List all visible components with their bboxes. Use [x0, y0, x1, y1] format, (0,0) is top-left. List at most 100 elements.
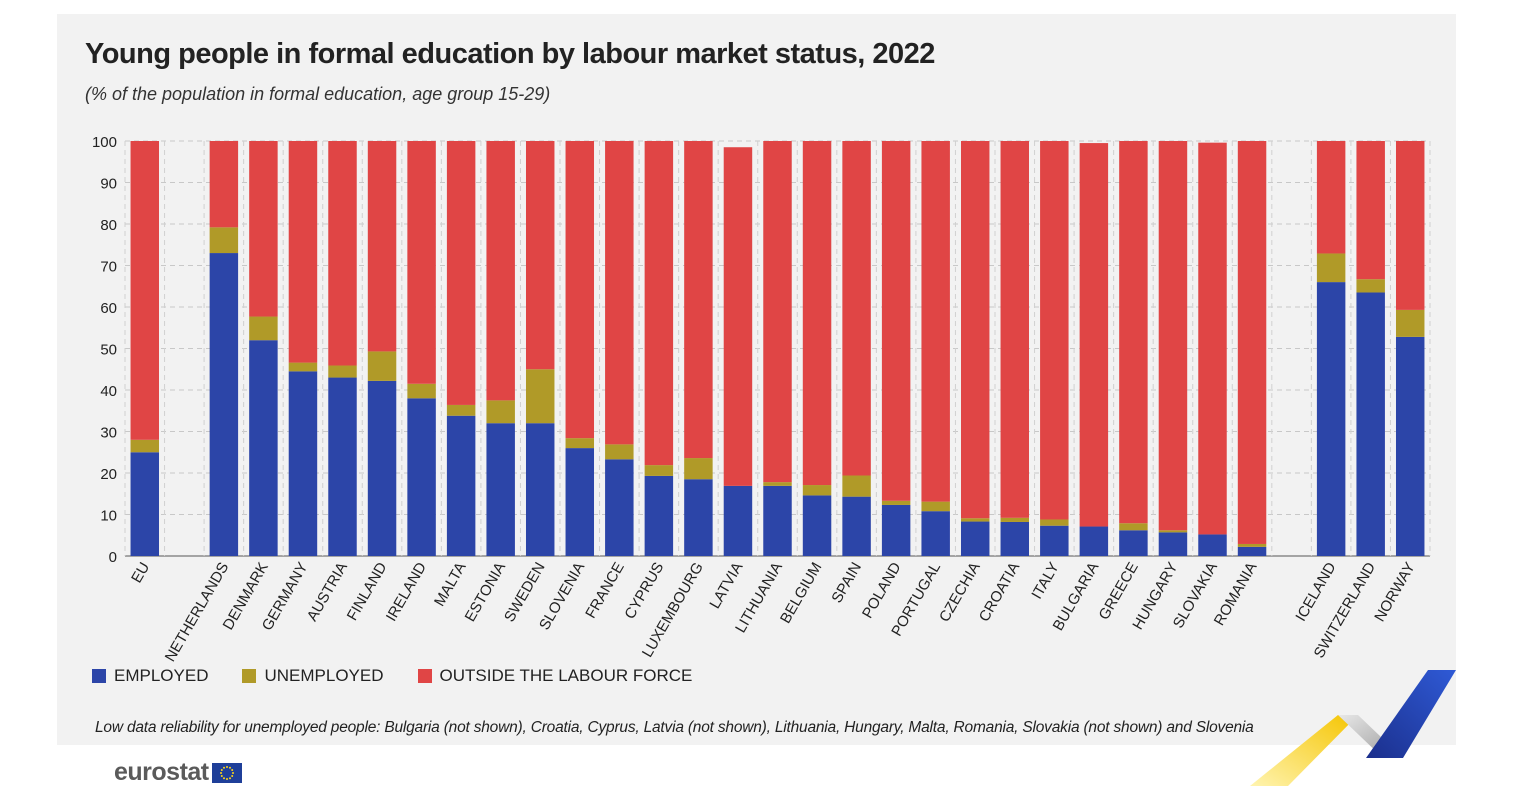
bar-portugal-unemployed	[921, 501, 950, 512]
eu-flag-icon	[211, 762, 242, 783]
bar-estonia-outside-the-labour-force	[486, 141, 515, 401]
bar-lithuania-employed	[763, 485, 792, 556]
chart-title: Young people in formal education by labo…	[85, 38, 935, 70]
legend-swatch-outside	[417, 669, 432, 683]
bar-iceland-employed	[1316, 282, 1346, 556]
bar-slovakia-employed	[1198, 534, 1227, 556]
bar-ireland-unemployed	[407, 383, 436, 399]
bar-sweden-unemployed	[525, 369, 555, 424]
bar-slovenia-employed	[565, 448, 595, 556]
bar-iceland-outside-the-labour-force	[1316, 141, 1346, 254]
bar-cyprus-outside-the-labour-force	[644, 141, 674, 466]
x-tick-label-malta: MALTA	[431, 560, 470, 610]
bar-sweden-outside-the-labour-force	[525, 141, 555, 370]
bar-cyprus-unemployed	[644, 465, 674, 476]
bar-romania-employed	[1237, 546, 1267, 556]
bar-latvia-employed	[723, 485, 753, 556]
legend-label-employed: EMPLOYED	[114, 666, 209, 685]
bar-lithuania-outside-the-labour-force	[763, 141, 792, 483]
bar-norway-employed	[1395, 336, 1425, 556]
y-tick-label-60: 60	[100, 300, 117, 317]
bar-finland-outside-the-labour-force	[367, 141, 397, 352]
y-tick-label-40: 40	[100, 383, 117, 400]
bar-luxembourg-unemployed	[684, 458, 713, 480]
legend-item-outside: OUTSIDE THE LABOUR FORCE	[417, 666, 693, 686]
bar-belgium-outside-the-labour-force	[802, 141, 832, 486]
bar-estonia-unemployed	[486, 400, 515, 424]
bar-malta-employed	[446, 415, 476, 556]
bar-romania-unemployed	[1237, 543, 1267, 547]
bar-poland-unemployed	[881, 500, 911, 505]
bar-greece-employed	[1119, 530, 1148, 556]
bar-germany-outside-the-labour-force	[288, 141, 318, 363]
bar-luxembourg-outside-the-labour-force	[684, 141, 713, 459]
bar-czechia-unemployed	[960, 518, 990, 522]
chart-subtitle: (% of the population in formal education…	[85, 84, 551, 104]
legend-item-employed: EMPLOYED	[92, 666, 208, 686]
bar-bulgaria-outside-the-labour-force	[1079, 143, 1109, 527]
data-reliability-note: Low data reliability for unemployed peop…	[95, 719, 1254, 736]
bar-netherlands-outside-the-labour-force	[209, 141, 239, 228]
bar-slovenia-unemployed	[565, 438, 595, 449]
bar-denmark-outside-the-labour-force	[249, 141, 278, 317]
bar-finland-employed	[367, 380, 397, 556]
y-tick-label-80: 80	[100, 217, 117, 234]
y-tick-label-10: 10	[100, 508, 117, 525]
bar-germany-employed	[288, 371, 318, 556]
bar-hungary-outside-the-labour-force	[1158, 141, 1188, 531]
bar-spain-unemployed	[842, 475, 871, 497]
x-tick-label-poland: POLAND	[859, 559, 905, 621]
x-tick-label-italy: ITALY	[1028, 560, 1062, 603]
bar-iceland-unemployed	[1316, 253, 1346, 283]
bar-portugal-employed	[921, 511, 950, 556]
bar-greece-unemployed	[1119, 523, 1148, 531]
x-tick-label-netherlands: NETHERLANDS	[162, 560, 233, 665]
bar-czechia-outside-the-labour-force	[960, 141, 990, 519]
bar-greece-outside-the-labour-force	[1119, 141, 1148, 524]
legend-label-outside: OUTSIDE THE LABOUR FORCE	[439, 666, 693, 685]
bar-france-unemployed	[605, 444, 634, 460]
bar-eu-unemployed	[130, 439, 160, 453]
bar-bulgaria-employed	[1079, 526, 1109, 556]
bar-denmark-unemployed	[249, 316, 278, 341]
bar-spain-outside-the-labour-force	[842, 141, 871, 476]
bar-spain-employed	[842, 496, 871, 556]
bar-austria-outside-the-labour-force	[328, 141, 357, 366]
bar-croatia-unemployed	[1000, 517, 1030, 522]
bar-latvia-outside-the-labour-force	[723, 147, 753, 486]
x-tick-label-latvia: LATVIA	[706, 560, 746, 612]
bar-austria-employed	[328, 377, 357, 556]
bar-estonia-employed	[486, 423, 515, 556]
chart-legend: EMPLOYED UNEMPLOYED OUTSIDE THE LABOUR F…	[92, 666, 726, 686]
bar-ireland-outside-the-labour-force	[407, 141, 436, 384]
y-tick-label-30: 30	[100, 425, 117, 442]
bar-belgium-employed	[802, 495, 832, 556]
footer-band	[57, 745, 1456, 786]
bar-italy-unemployed	[1040, 519, 1069, 526]
bar-denmark-employed	[249, 340, 278, 556]
legend-swatch-unemployed	[242, 669, 257, 683]
bar-hungary-employed	[1158, 532, 1188, 556]
legend-swatch-employed	[92, 669, 106, 683]
bar-sweden-employed	[525, 423, 555, 556]
bar-switzerland-employed	[1356, 292, 1385, 556]
bar-romania-outside-the-labour-force	[1237, 141, 1267, 544]
bar-lithuania-unemployed	[763, 482, 792, 486]
bar-malta-unemployed	[446, 404, 476, 416]
decorative-chevron-graphic	[1250, 670, 1456, 786]
bar-ireland-employed	[407, 398, 436, 556]
y-tick-label-0: 0	[109, 549, 117, 566]
bar-croatia-employed	[1000, 521, 1030, 556]
bar-cyprus-employed	[644, 475, 674, 556]
bar-slovakia-outside-the-labour-force	[1198, 142, 1227, 535]
eurostat-logo: eurostat	[114, 758, 242, 787]
bar-italy-outside-the-labour-force	[1040, 141, 1069, 520]
eurostat-logo-text: eurostat	[114, 758, 209, 786]
bar-finland-unemployed	[367, 351, 397, 381]
y-tick-label-90: 90	[100, 176, 117, 193]
legend-item-unemployed: UNEMPLOYED	[242, 666, 384, 686]
x-tick-label-spain: SPAIN	[828, 560, 865, 607]
bar-luxembourg-employed	[684, 479, 713, 556]
bar-eu-outside-the-labour-force	[130, 141, 160, 440]
